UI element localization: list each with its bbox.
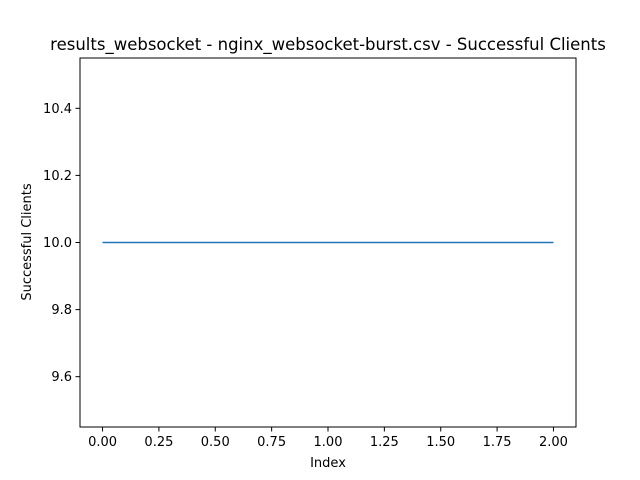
x-tick-label: 1.00: [314, 435, 343, 450]
chart-title: results_websocket - nginx_websocket-burs…: [50, 35, 606, 55]
y-tick-label: 10.0: [43, 236, 72, 251]
x-tick-label: 1.75: [483, 435, 512, 450]
y-axis: 9.6 9.8 10.0 10.2 10.4: [43, 102, 80, 385]
x-tick-label: 0.25: [144, 435, 173, 450]
x-tick-label: 0.50: [201, 435, 230, 450]
x-tick-label: 1.25: [370, 435, 399, 450]
y-tick-label: 10.4: [43, 102, 72, 117]
x-tick-label: 0.00: [88, 435, 117, 450]
y-tick-label: 9.8: [51, 303, 72, 318]
x-axis-label: Index: [310, 456, 346, 471]
x-tick-label: 0.75: [257, 435, 286, 450]
x-axis: 0.00 0.25 0.50 0.75 1.00 1.25 1.50 1.75 2.00: [88, 427, 568, 450]
x-tick-label: 1.50: [426, 435, 455, 450]
x-tick-label: 2.00: [539, 435, 568, 450]
y-tick-label: 10.2: [43, 169, 72, 184]
y-tick-label: 9.6: [51, 370, 72, 385]
y-axis-label: Successful Clients: [20, 183, 35, 301]
